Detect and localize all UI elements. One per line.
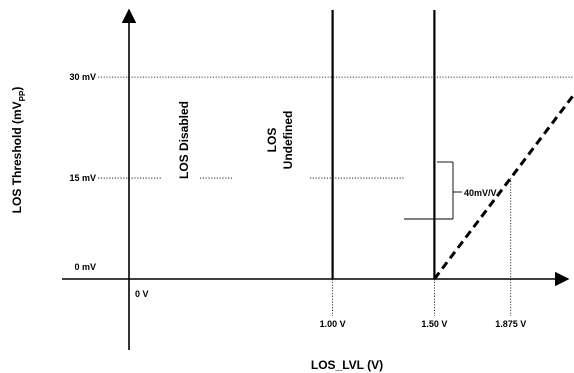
region-label-los-undefined: LOS Undefined [265, 111, 295, 170]
y-axis-title-main: LOS Threshold (mV [10, 101, 24, 213]
y-axis-title-close: ) [10, 87, 24, 91]
y-tick-label: 30 mV [69, 72, 96, 82]
y-axis-title: LOS Threshold (mVPP) [10, 87, 27, 214]
x-tick-label: 1.00 V [320, 319, 346, 329]
y-axis-title-subscript: PP [18, 90, 27, 101]
region-label-los-undefined-line1: LOS [265, 128, 279, 153]
region-label-los-disabled: LOS Disabled [177, 101, 191, 179]
series-threshold-line [433, 91, 574, 280]
x-tick-labels: 1.00 V1.50 V1.875 V2.25 V [320, 319, 527, 329]
y-tick-label: 15 mV [69, 173, 96, 183]
region-boundaries [331, 10, 436, 279]
y-tick-labels: 0 mV 15 mV 30 mV [69, 72, 96, 272]
origin-x-label: 0 V [135, 289, 149, 299]
x-tick-label: 1.875 V [495, 319, 526, 329]
guide-lines [98, 76, 574, 316]
slope-indicator: 40mV/V [404, 161, 497, 220]
x-tick-label: 1.50 V [421, 319, 447, 329]
x-axis-title: LOS_LVL (V) [311, 358, 383, 372]
slope-annotation: 40mV/V [464, 188, 497, 198]
y-tick-label: 0 mV [74, 262, 96, 272]
series-group [433, 91, 574, 280]
region-label-los-undefined-line2: Undefined [281, 111, 295, 170]
